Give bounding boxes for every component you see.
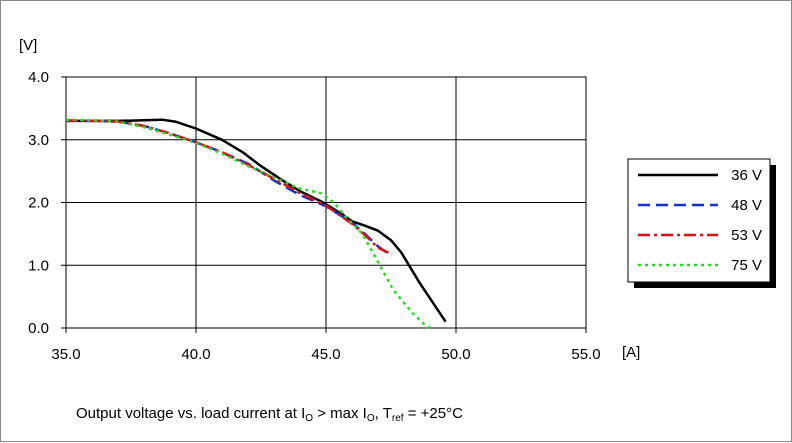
caption-text-3: , T bbox=[374, 405, 392, 422]
caption-sub-3: ref bbox=[391, 413, 404, 424]
x-axis-label: [A] bbox=[622, 344, 641, 361]
y-tick-label: 4.0 bbox=[28, 69, 49, 86]
x-tick-label: 40.0 bbox=[181, 346, 210, 363]
y-tick-label: 0.0 bbox=[28, 320, 49, 337]
y-tick-label: 3.0 bbox=[28, 132, 49, 149]
caption-text-4: = +25°C bbox=[403, 405, 463, 422]
x-tick-label: 50.0 bbox=[441, 346, 470, 363]
caption-sub-1: O bbox=[305, 413, 314, 424]
legend-label: 36 V bbox=[731, 167, 762, 184]
caption-sub-2: O bbox=[366, 413, 375, 424]
x-tick-label: 35.0 bbox=[51, 346, 80, 363]
chart-caption: Output voltage vs. load current at IO > … bbox=[76, 405, 463, 424]
x-tick-label: 45.0 bbox=[311, 346, 340, 363]
caption-text-1: Output voltage vs. load current at I bbox=[76, 405, 306, 422]
y-tick-label: 2.0 bbox=[28, 195, 49, 212]
y-axis-label: [V] bbox=[19, 37, 38, 54]
caption-text-2: > max I bbox=[313, 405, 367, 422]
legend-box bbox=[627, 158, 771, 283]
y-tick-label: 1.0 bbox=[28, 257, 49, 274]
legend-label: 75 V bbox=[731, 257, 762, 274]
legend-label: 53 V bbox=[731, 227, 762, 244]
series-line-75v bbox=[65, 118, 431, 330]
legend-label: 48 V bbox=[731, 197, 762, 214]
x-tick-label: 55.0 bbox=[571, 346, 600, 363]
